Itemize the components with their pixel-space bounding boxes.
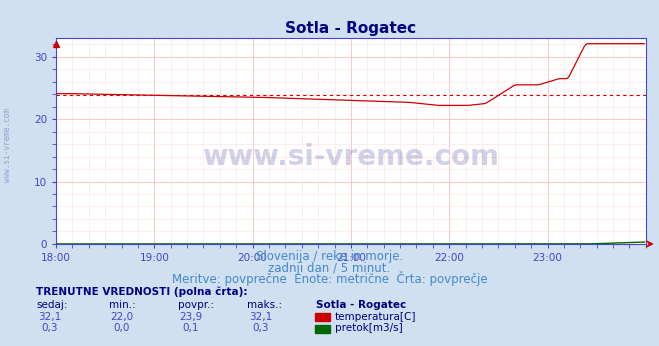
Text: pretok[m3/s]: pretok[m3/s] bbox=[335, 324, 403, 334]
Text: TRENUTNE VREDNOSTI (polna črta):: TRENUTNE VREDNOSTI (polna črta): bbox=[36, 286, 248, 297]
Text: zadnji dan / 5 minut.: zadnji dan / 5 minut. bbox=[268, 262, 391, 275]
Text: 0,3: 0,3 bbox=[41, 324, 58, 334]
Text: 22,0: 22,0 bbox=[110, 312, 134, 322]
Text: Slovenija / reke in morje.: Slovenija / reke in morje. bbox=[256, 250, 403, 263]
Text: sedaj:: sedaj: bbox=[36, 300, 68, 310]
Text: 0,0: 0,0 bbox=[114, 324, 130, 334]
Text: povpr.:: povpr.: bbox=[178, 300, 214, 310]
Text: maks.:: maks.: bbox=[247, 300, 282, 310]
Text: temperatura[C]: temperatura[C] bbox=[335, 312, 416, 322]
Text: Sotla - Rogatec: Sotla - Rogatec bbox=[316, 300, 407, 310]
Text: www.si-vreme.com: www.si-vreme.com bbox=[3, 108, 13, 182]
Text: min.:: min.: bbox=[109, 300, 136, 310]
Text: 0,3: 0,3 bbox=[252, 324, 269, 334]
Text: 0,1: 0,1 bbox=[183, 324, 200, 334]
Text: 32,1: 32,1 bbox=[248, 312, 272, 322]
Text: www.si-vreme.com: www.si-vreme.com bbox=[202, 144, 500, 172]
Text: 32,1: 32,1 bbox=[38, 312, 61, 322]
Text: 23,9: 23,9 bbox=[179, 312, 203, 322]
Title: Sotla - Rogatec: Sotla - Rogatec bbox=[285, 20, 416, 36]
Text: Meritve: povprečne  Enote: metrične  Črta: povprečje: Meritve: povprečne Enote: metrične Črta:… bbox=[172, 271, 487, 286]
